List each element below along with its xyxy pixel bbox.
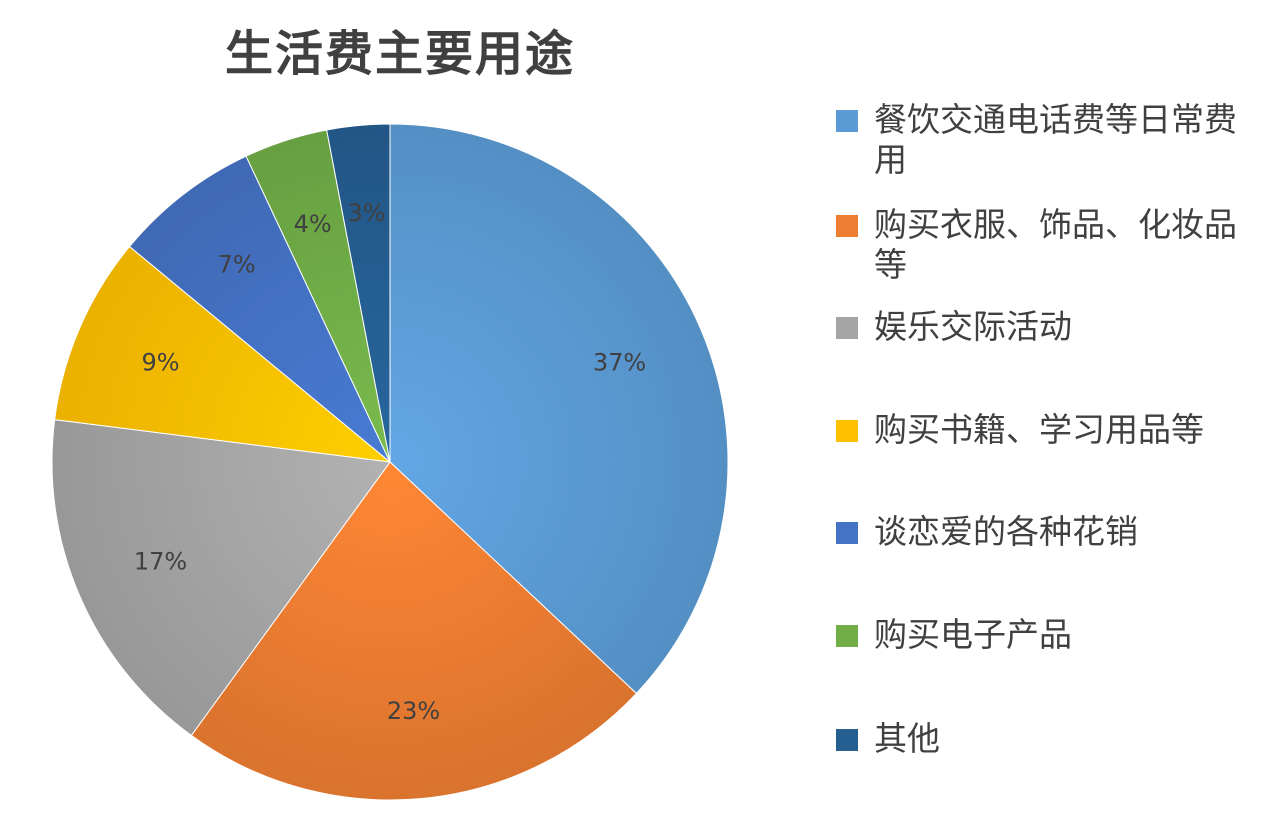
slice-data-label: 9% xyxy=(141,349,179,377)
slice-data-label: 37% xyxy=(593,349,646,377)
legend-swatch xyxy=(836,110,858,132)
chart-title: 生活费主要用途 xyxy=(224,26,575,82)
legend-label: 谈恋爱的各种花销 xyxy=(874,512,1138,551)
pie-slices xyxy=(51,123,729,801)
pie-slice xyxy=(51,419,391,737)
legend-label: 餐饮交通电话费等日常费用 xyxy=(874,100,1237,179)
slice-data-label: 3% xyxy=(347,199,385,227)
legend-label: 购买电子产品 xyxy=(874,615,1072,654)
pie-slice xyxy=(54,245,392,463)
legend-swatch xyxy=(836,215,858,237)
pie-data-labels: 37% 23% 17% 9% 7% 4% 3% xyxy=(134,199,646,725)
pie-slice xyxy=(389,123,729,695)
pie-slice xyxy=(128,155,391,463)
legend-label: 娱乐交际活动 xyxy=(874,307,1072,346)
slice-data-label: 17% xyxy=(134,547,187,575)
legend-label: 购买书籍、学习用品等 xyxy=(874,410,1204,449)
slice-data-label: 7% xyxy=(218,250,256,278)
slice-data-label: 4% xyxy=(294,210,332,238)
pie-slice xyxy=(326,123,391,463)
legend-swatch xyxy=(836,420,858,442)
legend-label: 购买衣服、饰品、化妆品等 xyxy=(874,205,1237,284)
legend-swatch xyxy=(836,317,858,339)
pie-chart: 37% 23% 17% 9% 7% 4% 3% xyxy=(51,123,729,801)
legend-swatch xyxy=(836,729,858,751)
pie-slice xyxy=(190,461,638,801)
slice-data-label: 23% xyxy=(387,697,440,725)
legend-label: 其他 xyxy=(874,719,940,758)
legend-swatch xyxy=(836,625,858,647)
legend-swatch xyxy=(836,522,858,544)
